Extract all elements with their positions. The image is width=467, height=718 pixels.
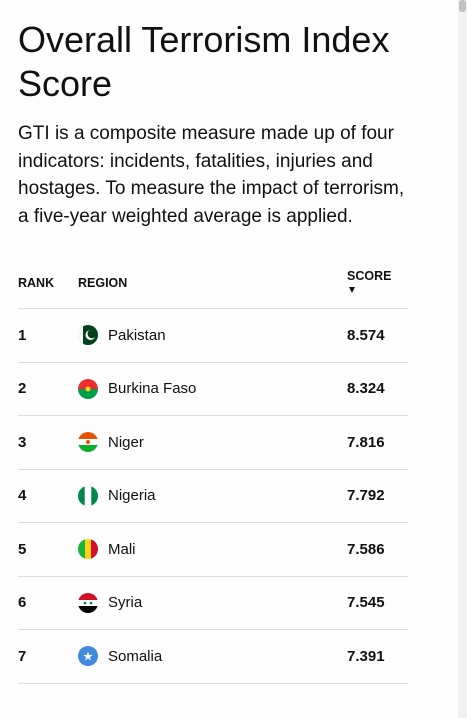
rank: 1 — [18, 308, 78, 363]
flag — [78, 646, 98, 667]
score: 7.391 — [347, 629, 408, 684]
region-name: Burkina Faso — [108, 380, 197, 398]
rank: 3 — [18, 415, 78, 470]
row: 7 Somalia 7.391 — [18, 629, 408, 684]
region: Niger — [78, 432, 347, 453]
score: 8.324 — [347, 362, 408, 416]
column-header[interactable]: SCORE — [347, 258, 408, 309]
region: Pakistan — [78, 325, 347, 346]
flag — [78, 485, 98, 506]
rank: 2 — [18, 362, 78, 416]
region: Burkina Faso — [78, 378, 347, 399]
score: 7.792 — [347, 469, 408, 523]
rank: 5 — [18, 522, 78, 577]
flag — [78, 378, 98, 399]
flag — [78, 539, 98, 560]
description: GTI is a composite measure made up of fo… — [18, 123, 405, 227]
flag — [78, 592, 98, 613]
score: 7.545 — [347, 576, 408, 630]
rank: 7 — [18, 629, 78, 684]
column-header-label[interactable]: SCORE — [347, 269, 392, 283]
region: Mali — [78, 539, 347, 560]
scrollbar — [458, 0, 467, 718]
ranking-table: RANK REGION SCORE 1 Pakistan 8.574 2 Bur… — [18, 258, 408, 684]
region-name: Nigeria — [108, 487, 156, 505]
region: Nigeria — [78, 485, 347, 506]
sort-arrow — [349, 287, 355, 293]
row: 3 Niger 7.816 — [18, 415, 408, 470]
flag — [78, 325, 98, 346]
scrollbar-thumb[interactable] — [459, 0, 466, 12]
region-name: Syria — [108, 594, 143, 612]
score: 8.574 — [347, 308, 408, 363]
region-name: Somalia — [108, 647, 163, 665]
rank: 6 — [18, 576, 78, 630]
content: Overall Terrorism Index Score GTI is a c… — [18, 0, 438, 684]
score: 7.816 — [347, 415, 408, 470]
region-name: Mali — [108, 540, 136, 558]
column-header: REGION — [78, 258, 347, 309]
row: 2 Burkina Faso 8.324 — [18, 362, 408, 416]
rank: 4 — [18, 469, 78, 523]
flag — [78, 432, 98, 453]
header-row: RANK REGION SCORE — [18, 258, 408, 309]
row: 6 Syria 7.545 — [18, 576, 408, 630]
score: 7.586 — [347, 522, 408, 577]
region: Somalia — [78, 646, 347, 667]
row: 1 Pakistan 8.574 — [18, 308, 408, 363]
region-name: Pakistan — [108, 326, 166, 344]
column-header: RANK — [18, 258, 78, 309]
region-name: Niger — [108, 433, 144, 451]
row: 4 Nigeria 7.792 — [18, 469, 408, 523]
row: 5 Mali 7.586 — [18, 522, 408, 577]
title: Overall Terrorism Index Score — [18, 19, 390, 104]
region: Syria — [78, 592, 347, 613]
